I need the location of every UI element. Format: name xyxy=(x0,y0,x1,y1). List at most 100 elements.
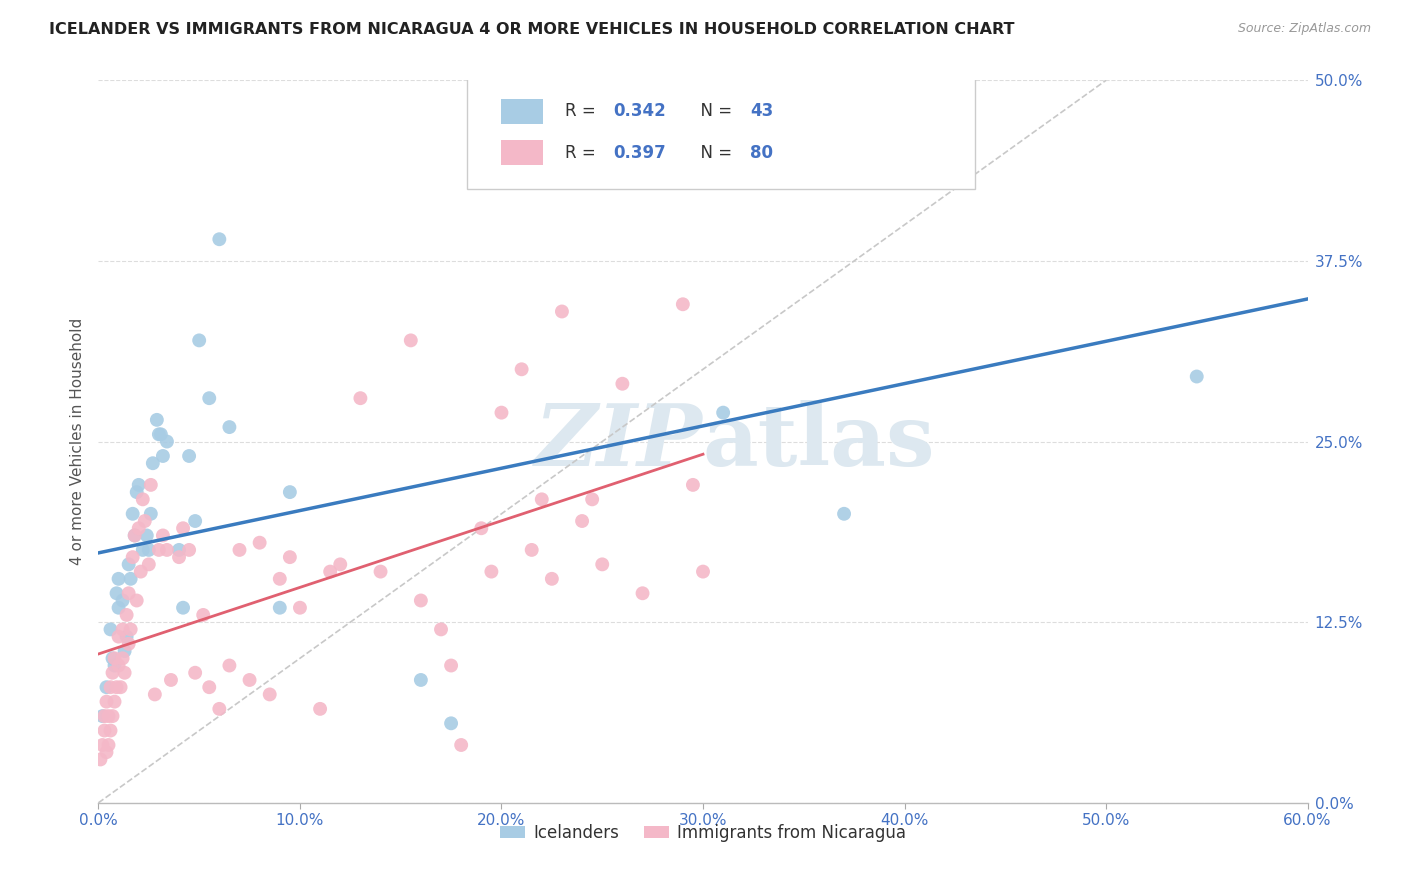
Point xyxy=(167,542,190,557)
Point xyxy=(1185,369,1208,384)
Point xyxy=(148,542,170,557)
Point xyxy=(269,572,291,586)
Text: ZIP: ZIP xyxy=(536,400,703,483)
Point xyxy=(105,586,128,600)
Point xyxy=(470,521,492,535)
Point xyxy=(329,558,352,572)
Point xyxy=(118,586,141,600)
Point xyxy=(129,565,152,579)
Point xyxy=(520,542,543,557)
FancyBboxPatch shape xyxy=(501,99,543,124)
Point xyxy=(101,709,124,723)
Point xyxy=(184,665,207,680)
Point xyxy=(551,304,574,318)
Point xyxy=(96,680,118,694)
Point xyxy=(152,449,174,463)
Point xyxy=(121,550,143,565)
Point xyxy=(115,630,138,644)
Text: N =: N = xyxy=(690,103,737,120)
Point xyxy=(125,485,148,500)
Text: 0.342: 0.342 xyxy=(613,103,666,120)
Point xyxy=(118,637,141,651)
Point xyxy=(128,478,150,492)
Point xyxy=(101,665,124,680)
Point xyxy=(228,542,250,557)
Legend: Icelanders, Immigrants from Nicaragua: Icelanders, Immigrants from Nicaragua xyxy=(494,817,912,848)
Point xyxy=(208,232,231,246)
Point xyxy=(184,514,207,528)
Point xyxy=(93,709,115,723)
Point xyxy=(193,607,215,622)
Point xyxy=(91,709,114,723)
Point xyxy=(269,600,291,615)
Point xyxy=(135,528,157,542)
Point xyxy=(107,658,129,673)
Point xyxy=(198,391,221,405)
Point xyxy=(934,138,956,153)
Point xyxy=(530,492,553,507)
Point xyxy=(103,658,125,673)
Point xyxy=(143,687,166,701)
Point xyxy=(571,514,593,528)
Text: 43: 43 xyxy=(751,103,773,120)
Point xyxy=(100,723,122,738)
Point xyxy=(156,434,179,449)
Point xyxy=(239,673,262,687)
Point xyxy=(120,572,142,586)
Point xyxy=(110,680,132,694)
Text: atlas: atlas xyxy=(703,400,935,483)
Point xyxy=(440,658,463,673)
Point xyxy=(399,334,422,348)
Y-axis label: 4 or more Vehicles in Household: 4 or more Vehicles in Household xyxy=(69,318,84,566)
Point xyxy=(115,607,138,622)
Point xyxy=(172,600,194,615)
Point xyxy=(107,600,129,615)
Point xyxy=(672,297,695,311)
Point xyxy=(172,521,194,535)
Point xyxy=(96,695,118,709)
Point xyxy=(142,456,165,470)
Point xyxy=(124,528,146,542)
Point xyxy=(125,593,148,607)
Text: 80: 80 xyxy=(751,144,773,161)
Point xyxy=(832,507,855,521)
Point xyxy=(349,391,371,405)
Point xyxy=(198,680,221,694)
Point xyxy=(91,738,114,752)
Point xyxy=(138,558,160,572)
Point xyxy=(450,738,472,752)
Point xyxy=(370,565,392,579)
FancyBboxPatch shape xyxy=(501,140,543,165)
Point xyxy=(510,362,533,376)
Point xyxy=(132,542,155,557)
Point xyxy=(167,550,190,565)
Point xyxy=(481,565,503,579)
Point xyxy=(100,623,122,637)
Point xyxy=(107,630,129,644)
Point xyxy=(111,651,134,665)
Point xyxy=(148,427,170,442)
Point xyxy=(96,745,118,759)
Point xyxy=(591,558,613,572)
Point xyxy=(152,528,174,542)
Point xyxy=(120,623,142,637)
Point xyxy=(491,406,513,420)
Point xyxy=(259,687,281,701)
Point xyxy=(682,478,704,492)
Point xyxy=(612,376,634,391)
Point xyxy=(249,535,271,549)
Point xyxy=(440,716,463,731)
Point xyxy=(103,651,125,665)
Point xyxy=(97,738,120,752)
Point xyxy=(692,565,714,579)
Point xyxy=(430,623,453,637)
Point xyxy=(134,514,156,528)
Point xyxy=(111,623,134,637)
Point xyxy=(139,507,162,521)
Point xyxy=(93,723,115,738)
Text: 0.397: 0.397 xyxy=(613,144,666,161)
Point xyxy=(156,542,179,557)
Point xyxy=(124,528,146,542)
Point xyxy=(100,680,122,694)
Point xyxy=(114,665,136,680)
